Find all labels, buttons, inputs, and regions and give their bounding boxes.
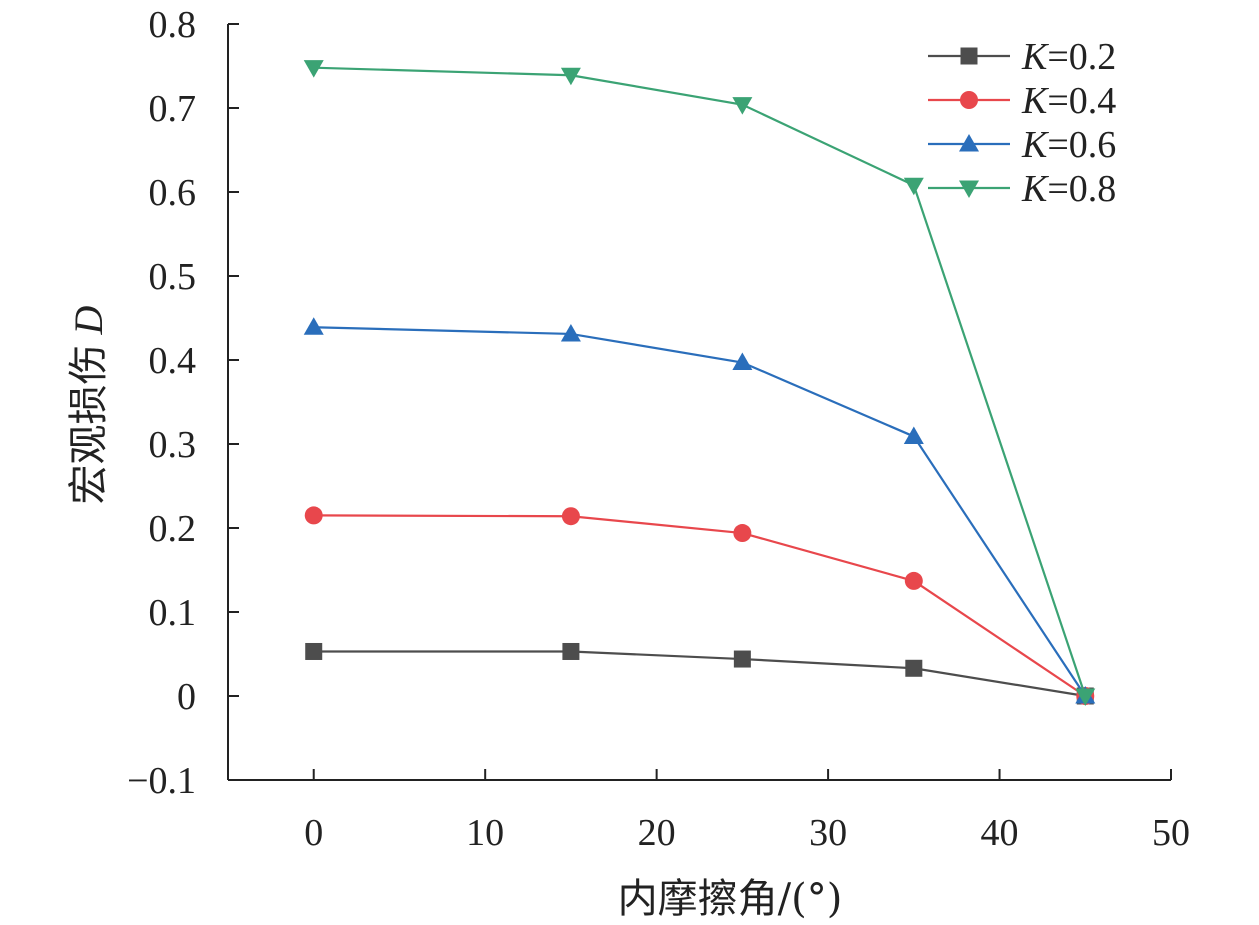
legend-var: K	[1021, 124, 1049, 166]
series-K=0.8	[303, 60, 1096, 706]
data-point	[904, 571, 923, 590]
legend-var: K	[1021, 36, 1049, 78]
y-axis-title: 宏观损伤 D	[66, 305, 112, 504]
legend-item: K=0.6	[928, 124, 1116, 166]
x-tick-label: 40	[981, 812, 1019, 854]
x-axis-title: 内摩擦角/(°)	[618, 876, 843, 922]
x-tick-label: 20	[638, 812, 676, 854]
legend-marker	[960, 47, 978, 65]
series-K=0.6	[303, 317, 1096, 704]
data-point	[303, 317, 324, 335]
series-layer	[303, 60, 1096, 706]
y-tick-label: 0	[177, 676, 196, 718]
legend-var: K	[1021, 168, 1049, 210]
data-point	[732, 352, 753, 371]
legend-label: K=0.4	[1021, 80, 1116, 122]
data-point	[1075, 688, 1096, 706]
y-tick-label: 0.3	[149, 424, 197, 466]
series-line	[313, 650, 1086, 698]
series-line	[313, 66, 1087, 697]
legend-marker	[959, 180, 979, 198]
y-tick-label: 0.2	[149, 508, 197, 550]
y-tick-label: 0.8	[149, 4, 197, 46]
legend-value: =0.8	[1047, 168, 1116, 210]
legend-marker	[959, 134, 979, 152]
series-line	[313, 514, 1086, 697]
axes: −0.1 0 0.1 0.2 0.3 0.4 0.5 0.6 0.7 0.8 0 10 20 30 40 50	[127, 4, 1190, 854]
legend-value: =0.6	[1047, 124, 1116, 166]
y-tick-label: 0.6	[149, 172, 197, 214]
legend-item: K=0.8	[928, 168, 1116, 210]
data-point	[903, 426, 924, 444]
x-tick-label: 10	[466, 812, 504, 854]
legend-item: K=0.4	[928, 80, 1116, 122]
data-point	[903, 177, 924, 196]
legend-value: =0.2	[1047, 36, 1116, 78]
series-K=0.4	[304, 506, 1095, 705]
data-point	[560, 67, 581, 86]
data-point	[732, 97, 753, 115]
legend-label: K=0.8	[1021, 168, 1116, 210]
y-tick-label: −0.1	[127, 760, 196, 802]
x-tick-label: 0	[304, 812, 323, 854]
y-tick-label: 0.1	[149, 592, 197, 634]
data-point	[560, 323, 581, 342]
data-point	[905, 659, 923, 677]
legend-value: =0.4	[1047, 80, 1116, 122]
y-tick-label: 0.5	[149, 256, 197, 298]
data-point	[305, 642, 323, 660]
data-point	[733, 650, 751, 668]
x-tick-label: 50	[1152, 812, 1190, 854]
legend-item: K=0.2	[928, 36, 1116, 78]
y-tick-label: 0.7	[149, 88, 197, 130]
legend-marker	[960, 91, 978, 109]
data-point	[733, 524, 752, 543]
data-point	[561, 507, 580, 526]
legend: K=0.2K=0.4K=0.6K=0.8	[928, 36, 1116, 210]
x-tick-label: 30	[809, 812, 847, 854]
y-tick-label: 0.4	[149, 340, 197, 382]
series-K=0.2	[305, 642, 1094, 705]
legend-label: K=0.2	[1021, 36, 1116, 78]
series-line	[313, 326, 1087, 697]
legend-var: K	[1021, 80, 1049, 122]
y-axis-title-var: D	[66, 305, 111, 335]
data-point	[562, 642, 580, 660]
data-point	[304, 506, 323, 525]
data-point	[303, 60, 324, 78]
legend-label: K=0.6	[1021, 124, 1116, 166]
y-axis-title-main: 宏观损伤	[66, 344, 112, 504]
